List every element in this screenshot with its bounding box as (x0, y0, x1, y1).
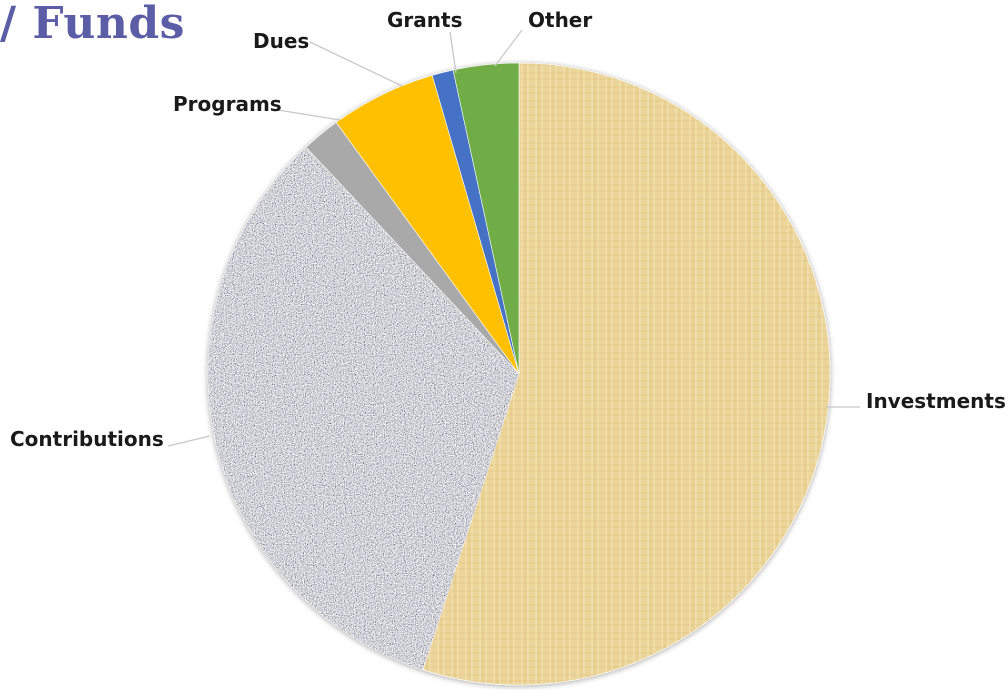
slice-label-investments: Investments (866, 389, 1006, 413)
slice-label-dues: Dues (253, 29, 309, 53)
pie-slice-texture-contributions (208, 147, 519, 670)
pie-slice-other (452, 62, 520, 375)
slice-label-contributions: Contributions (10, 427, 164, 451)
leader-line-grants (449, 31, 457, 74)
slice-label-programs: Programs (173, 92, 282, 116)
slice-label-grants: Grants (387, 8, 462, 32)
page-title: / Funds (0, 0, 185, 49)
leader-line-other (494, 29, 523, 67)
leader-line-dues (309, 41, 403, 87)
slice-label-other: Other (528, 8, 592, 32)
pie-slice-investments (422, 62, 831, 686)
leader-line-contributions (167, 435, 211, 447)
leader-line-programs (277, 109, 341, 121)
